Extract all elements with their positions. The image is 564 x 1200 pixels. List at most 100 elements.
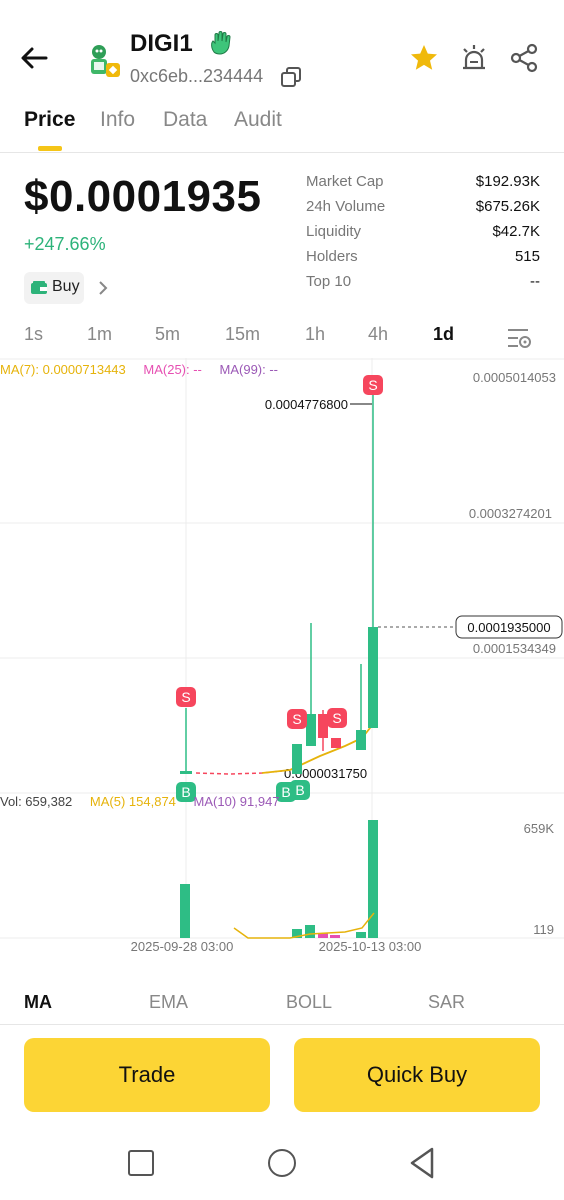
time-axis-label: 2025-10-13 03:00 — [319, 939, 422, 954]
stat-value: $192.93K — [475, 173, 540, 190]
volume-bar — [330, 935, 340, 938]
recent-apps-icon[interactable] — [128, 1150, 154, 1176]
system-back-icon[interactable] — [408, 1146, 436, 1180]
top-bar: DIGI1 0xc6eb...234444 — [0, 0, 564, 110]
buy-marker[interactable]: B — [290, 780, 310, 800]
ma99-label: MA(99): -- — [219, 362, 279, 377]
contract-address: 0xc6eb...234444 — [130, 66, 264, 86]
candle-body — [368, 627, 378, 728]
candle-body — [292, 744, 302, 774]
stat-label: Market Cap — [306, 173, 384, 190]
interval-5m[interactable]: 5m — [155, 324, 181, 344]
volume-axis-label: 119 — [533, 922, 554, 937]
tab-boll[interactable]: BOLL — [286, 992, 333, 1012]
tab-ema[interactable]: EMA — [149, 992, 189, 1012]
candle-body — [180, 771, 192, 774]
star-icon[interactable] — [408, 42, 440, 74]
svg-text:S: S — [332, 710, 341, 726]
price-change: +247.66% — [24, 234, 106, 254]
chevron-right-icon[interactable] — [96, 280, 110, 296]
stat-value: $42.7K — [492, 223, 540, 240]
current-price-tag — [455, 615, 563, 639]
ma7-label: MA(7): 0.0000713443 — [0, 362, 126, 377]
candle-body — [306, 714, 316, 746]
section-tabs: Price Info Data Audit — [0, 104, 564, 153]
wallet-icon — [30, 280, 48, 301]
stat-label: Holders — [306, 248, 358, 265]
volume-bar — [318, 933, 328, 938]
svg-text:B: B — [181, 784, 190, 800]
sell-marker[interactable]: S — [176, 687, 196, 707]
vol-ma5-label: MA(5) 154,874 — [89, 794, 176, 809]
svg-text:S: S — [368, 377, 377, 393]
volume-bar — [292, 929, 302, 938]
low-price-annotation: 0.0000031750 — [284, 766, 367, 781]
stat-value: 515 — [514, 248, 540, 265]
volume-ma-line — [233, 912, 375, 939]
stat-label: 24h Volume — [306, 198, 386, 215]
interval-selector: 1s 1m 5m 15m 1h 4h 1d — [0, 318, 564, 358]
vol-ma10-label: MA(10) 91,947 — [193, 794, 280, 809]
back-arrow-icon[interactable] — [16, 40, 52, 76]
tab-price[interactable]: Price — [24, 108, 76, 131]
ma25-line — [195, 770, 283, 775]
tab-info[interactable]: Info — [100, 108, 136, 131]
volume-legend: Vol: 659,382 MA(5) 154,874 MA(10) 91,947 — [0, 794, 280, 809]
sell-marker[interactable]: S — [327, 708, 347, 728]
price-chart[interactable]: 0.0005014053 0.0003274201 0.0001534349 0… — [0, 358, 564, 958]
active-tab-indicator — [38, 146, 62, 151]
price-axis-label: 0.0005014053 — [473, 370, 556, 385]
token-avatar-icon — [82, 40, 122, 80]
svg-text:S: S — [181, 689, 190, 705]
home-icon[interactable] — [268, 1149, 296, 1177]
price-axis-label: 0.0003274201 — [469, 506, 552, 521]
tab-sar[interactable]: SAR — [428, 992, 466, 1012]
tab-ma[interactable]: MA — [24, 992, 52, 1012]
token-name: DIGI1 — [130, 30, 193, 57]
stat-label: Top 10 — [306, 273, 352, 290]
svg-text:B: B — [281, 784, 290, 800]
price-axis-label: 0.0001534349 — [473, 641, 556, 656]
buy-chip-button[interactable]: Buy — [24, 272, 84, 304]
stat-value: $675.26K — [475, 198, 540, 215]
tab-audit[interactable]: Audit — [234, 108, 282, 131]
volume-bar — [368, 820, 378, 938]
ma-legend: MA(7): 0.0000713443 MA(25): -- MA(99): -… — [0, 362, 278, 377]
interval-1d[interactable]: 1d — [433, 324, 455, 344]
time-axis-label: 2025-09-28 03:00 — [131, 939, 234, 954]
indicator-settings-icon[interactable] — [506, 326, 532, 350]
tab-data[interactable]: Data — [163, 108, 208, 131]
sell-marker[interactable]: S — [363, 375, 383, 395]
ma25-label: MA(25): -- — [143, 362, 202, 377]
buy-marker[interactable]: B — [176, 782, 196, 802]
quick-buy-button[interactable]: Quick Buy — [294, 1038, 540, 1112]
hand-emoji-icon — [208, 30, 232, 55]
candle-body — [318, 714, 328, 738]
buy-chip-label: Buy — [52, 278, 80, 295]
interval-1h[interactable]: 1h — [305, 324, 326, 344]
volume-bar — [305, 925, 315, 938]
current-price-label: 0.0001935000 — [467, 620, 550, 635]
indicator-tabs: MA EMA BOLL SAR — [0, 984, 564, 1025]
copy-icon[interactable] — [280, 66, 302, 88]
stat-value: -- — [530, 273, 540, 290]
share-icon[interactable] — [508, 42, 540, 74]
alarm-icon[interactable] — [458, 42, 490, 74]
svg-text:S: S — [292, 711, 301, 727]
svg-text:B: B — [295, 782, 304, 798]
volume-bar — [356, 932, 366, 938]
sell-marker[interactable]: S — [287, 709, 307, 729]
interval-1m[interactable]: 1m — [87, 324, 113, 344]
stat-label: Liquidity — [306, 223, 362, 240]
volume-axis-label: 659K — [524, 821, 555, 836]
interval-1s[interactable]: 1s — [24, 324, 44, 344]
trade-button[interactable]: Trade — [24, 1038, 270, 1112]
candle-body — [331, 738, 341, 748]
volume-bar — [180, 884, 190, 938]
high-price-annotation: 0.0004776800 — [265, 397, 348, 412]
interval-15m[interactable]: 15m — [225, 324, 261, 344]
interval-4h[interactable]: 4h — [368, 324, 389, 344]
candle-body — [356, 730, 366, 750]
volume-label: Vol: 659,382 — [0, 794, 73, 809]
current-price: $0.0001935 — [24, 172, 262, 221]
